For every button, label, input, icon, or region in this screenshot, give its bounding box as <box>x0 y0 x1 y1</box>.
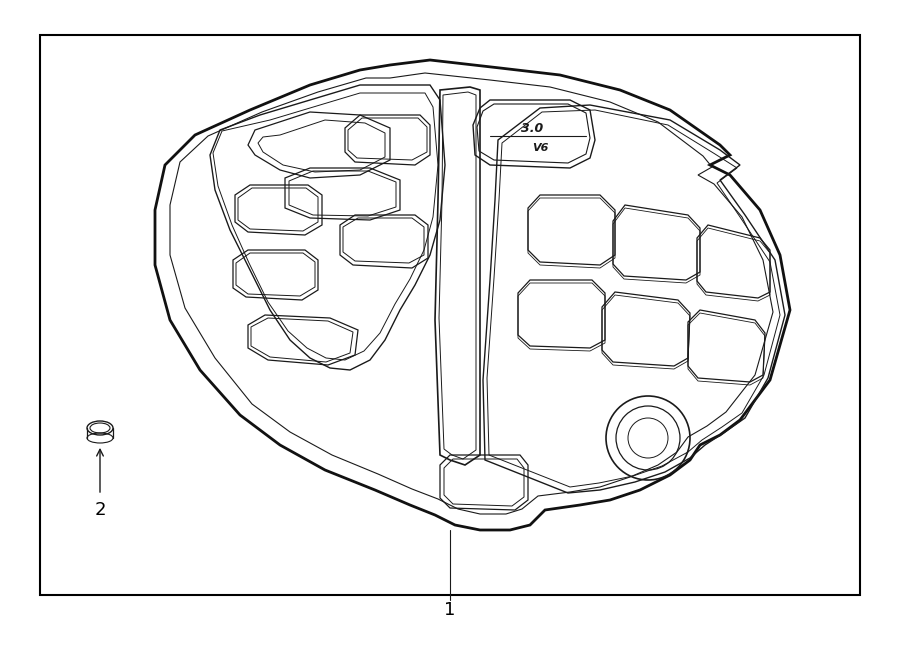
Text: V6: V6 <box>532 143 548 153</box>
Text: 2: 2 <box>94 501 106 519</box>
Text: 3.0: 3.0 <box>521 122 543 134</box>
Text: 1: 1 <box>445 601 455 619</box>
Bar <box>40 35 860 595</box>
